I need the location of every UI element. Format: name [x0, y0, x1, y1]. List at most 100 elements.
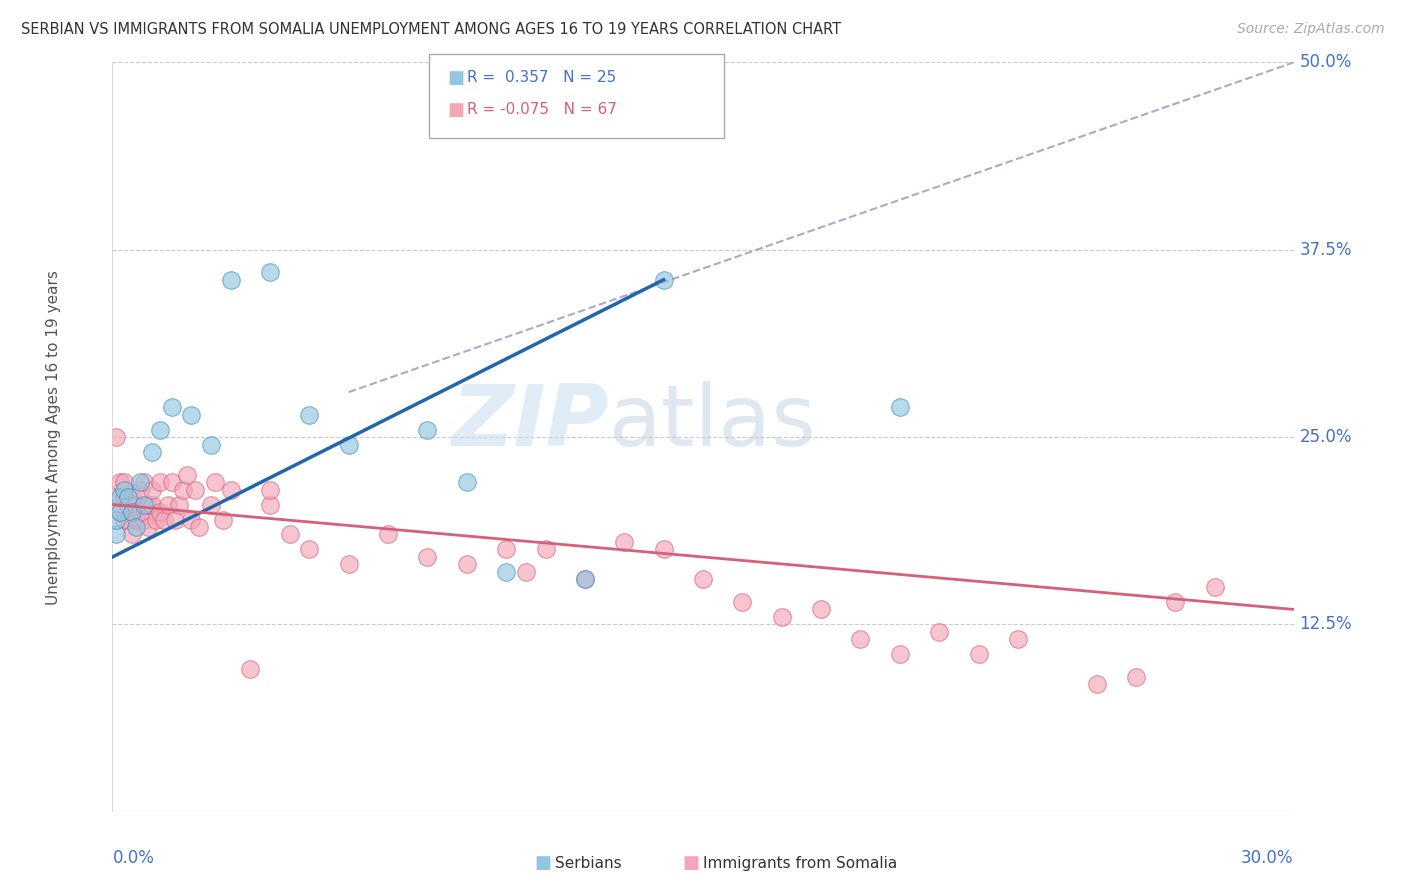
- Point: [112, 483, 135, 497]
- Text: 0.0%: 0.0%: [112, 849, 155, 867]
- Point: [132, 512, 155, 526]
- Point: [1125, 670, 1147, 684]
- Point: [149, 423, 172, 437]
- Point: [110, 475, 132, 489]
- Point: [298, 542, 321, 557]
- Point: [219, 273, 242, 287]
- Text: ■: ■: [447, 101, 464, 119]
- Point: [110, 505, 132, 519]
- Point: [1164, 595, 1187, 609]
- Point: [200, 498, 222, 512]
- Point: [534, 542, 557, 557]
- Point: [239, 662, 262, 676]
- Point: [149, 505, 172, 519]
- Point: [692, 573, 714, 587]
- Point: [495, 542, 517, 557]
- Point: [117, 498, 139, 512]
- Text: ZIP: ZIP: [451, 381, 609, 464]
- Point: [165, 512, 187, 526]
- Point: [416, 423, 439, 437]
- Text: 30.0%: 30.0%: [1241, 849, 1294, 867]
- Point: [117, 490, 139, 504]
- Point: [495, 565, 517, 579]
- Point: [156, 498, 179, 512]
- Point: [928, 624, 950, 639]
- Text: Source: ZipAtlas.com: Source: ZipAtlas.com: [1237, 22, 1385, 37]
- Point: [160, 400, 183, 414]
- Point: [136, 498, 159, 512]
- Point: [889, 648, 911, 662]
- Point: [456, 558, 478, 572]
- Point: [169, 498, 191, 512]
- Point: [132, 498, 155, 512]
- Point: [160, 475, 183, 489]
- Point: [112, 512, 135, 526]
- Point: [219, 483, 242, 497]
- Point: [1085, 677, 1108, 691]
- Point: [652, 542, 675, 557]
- Point: [180, 512, 202, 526]
- Text: 37.5%: 37.5%: [1299, 241, 1353, 259]
- Text: ■: ■: [534, 855, 551, 872]
- Point: [1204, 580, 1226, 594]
- Point: [112, 490, 135, 504]
- Point: [574, 573, 596, 587]
- Point: [112, 475, 135, 489]
- Point: [132, 475, 155, 489]
- Point: [105, 512, 128, 526]
- Point: [515, 565, 537, 579]
- Point: [152, 512, 174, 526]
- Point: [176, 467, 198, 482]
- Point: [278, 527, 301, 541]
- Point: [889, 400, 911, 414]
- Point: [204, 475, 226, 489]
- Point: [416, 549, 439, 564]
- Point: [149, 475, 172, 489]
- Point: [456, 475, 478, 489]
- Text: Unemployment Among Ages 16 to 19 years: Unemployment Among Ages 16 to 19 years: [46, 269, 60, 605]
- Text: 12.5%: 12.5%: [1299, 615, 1353, 633]
- Point: [298, 408, 321, 422]
- Point: [141, 483, 163, 497]
- Text: ■: ■: [682, 855, 699, 872]
- Point: [141, 498, 163, 512]
- Point: [145, 512, 167, 526]
- Point: [110, 490, 132, 504]
- Point: [849, 632, 872, 647]
- Point: [337, 558, 360, 572]
- Text: Immigrants from Somalia: Immigrants from Somalia: [703, 856, 897, 871]
- Point: [337, 437, 360, 451]
- Point: [574, 573, 596, 587]
- Point: [180, 408, 202, 422]
- Point: [121, 490, 143, 504]
- Point: [129, 475, 152, 489]
- Point: [121, 505, 143, 519]
- Point: [613, 535, 636, 549]
- Point: [1007, 632, 1029, 647]
- Point: [136, 520, 159, 534]
- Point: [259, 483, 281, 497]
- Text: R =  0.357   N = 25: R = 0.357 N = 25: [467, 70, 616, 85]
- Point: [105, 527, 128, 541]
- Point: [810, 602, 832, 616]
- Text: atlas: atlas: [609, 381, 817, 464]
- Point: [110, 505, 132, 519]
- Point: [125, 520, 148, 534]
- Point: [172, 483, 194, 497]
- Point: [377, 527, 399, 541]
- Text: R = -0.075   N = 67: R = -0.075 N = 67: [467, 103, 617, 117]
- Point: [652, 273, 675, 287]
- Text: ■: ■: [447, 69, 464, 87]
- Point: [105, 430, 128, 444]
- Point: [129, 483, 152, 497]
- Point: [117, 512, 139, 526]
- Point: [129, 505, 152, 519]
- Text: Serbians: Serbians: [555, 856, 621, 871]
- Point: [184, 483, 207, 497]
- Point: [770, 610, 793, 624]
- Point: [211, 512, 233, 526]
- Point: [200, 437, 222, 451]
- Point: [188, 520, 211, 534]
- Point: [125, 512, 148, 526]
- Text: 50.0%: 50.0%: [1299, 54, 1351, 71]
